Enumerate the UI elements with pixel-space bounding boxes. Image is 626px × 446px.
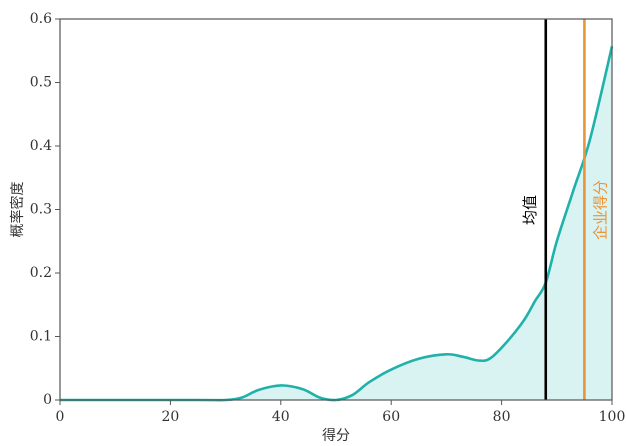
y-tick-label: 0.3 [30, 202, 52, 218]
y-axis-label: 概率密度 [9, 182, 26, 238]
x-tick-label: 40 [272, 409, 290, 425]
x-axis-label: 得分 [322, 427, 350, 444]
density-area-fill [60, 46, 612, 401]
x-tick-label: 20 [161, 409, 179, 425]
x-tick-label: 0 [56, 409, 65, 425]
x-tick-label: 60 [382, 409, 400, 425]
x-tick-label: 100 [599, 409, 626, 425]
x-tick-label: 80 [493, 409, 511, 425]
annotation-label-0: 均值 [521, 195, 539, 225]
y-tick-label: 0.1 [30, 329, 52, 345]
y-tick-label: 0.6 [30, 11, 52, 27]
y-tick-label: 0.2 [30, 265, 52, 281]
y-tick-label: 0 [43, 392, 52, 408]
y-tick-label: 0.5 [30, 75, 52, 91]
y-tick-label: 0.4 [30, 138, 52, 154]
annotation-label-1: 企业得分 [591, 180, 609, 240]
